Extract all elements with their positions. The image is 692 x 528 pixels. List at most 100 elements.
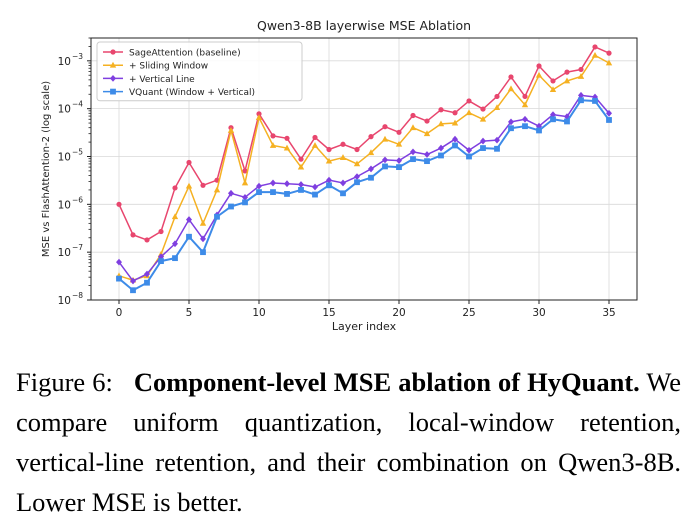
data-point-triangle [339,154,347,160]
data-point-square [424,158,430,165]
data-point-triangle [605,59,613,66]
data-point-square [578,97,584,104]
data-point-diamond [110,75,116,82]
data-point-triangle [423,130,431,137]
data-point-circle [396,129,402,135]
plot-frame [90,37,638,301]
data-point-diamond [200,235,206,243]
y-tick-exponent: −4 [72,100,83,109]
series-line [118,54,610,281]
data-point-square [508,125,514,132]
data-point-square [452,142,458,149]
x-tick-label: 25 [462,307,475,319]
data-point-square [298,187,304,193]
data-point-diamond [438,144,444,152]
data-point-diamond [494,136,500,144]
data-point-square [522,123,528,130]
data-point-circle [382,124,388,130]
data-point-square [396,164,402,171]
x-tick-label: 30 [532,307,545,319]
data-point-square [550,116,556,123]
y-tick-exponent: −3 [72,52,83,61]
caption-title: Component-level MSE ablation of HyQuant. [133,367,640,397]
data-point-diamond [410,148,416,156]
y-tick-exponent: −8 [72,291,83,300]
y-tick-label: 10 [58,247,71,259]
data-point-triangle [535,71,543,78]
data-point-square [172,255,178,262]
legend-label: + Sliding Window [129,62,208,72]
data-point-triangle [269,142,277,148]
data-point-triangle [213,186,221,193]
data-point-circle [564,69,570,75]
data-point-circle [110,49,116,55]
caption-text: We compare uniform quantization, local-w… [16,367,681,517]
data-point-square [494,145,500,152]
data-point-circle [480,106,486,112]
y-tick-label: 10 [58,295,71,307]
data-point-square [116,275,122,282]
data-point-square [340,190,346,197]
data-point-circle [158,228,164,235]
data-point-square [242,199,248,206]
data-point-triangle [227,127,235,133]
x-tick-label: 15 [322,307,335,319]
legend-label: SageAttention (baseline) [129,49,241,59]
data-point-diamond [480,137,486,145]
data-point-triangle [199,219,207,226]
x-axis-ticks: 0 5 10 15 20 25 30 35 [116,300,616,319]
data-point-square [326,182,332,189]
y-tick-exponent: −6 [72,195,83,204]
data-point-triangle [507,85,515,92]
data-point-circle [424,118,430,124]
series-square [116,97,612,294]
data-point-triangle [171,213,179,220]
y-axis-ticks: 10−810−710−610−510−410−3 [58,37,91,307]
data-point-triangle [311,142,319,148]
data-point-circle [116,201,122,207]
data-point-square [536,127,542,134]
data-point-square [110,88,116,95]
data-point-diamond [396,157,402,165]
data-point-diamond [368,165,374,173]
chart-title: Qwen3-8B layerwise MSE Ablation [257,18,471,33]
data-point-diamond [228,189,234,197]
data-point-circle [130,232,136,238]
data-point-diamond [550,111,556,119]
data-point-triangle [437,120,445,127]
figure-caption: Figure 6: Component-level MSE ablation o… [16,362,681,522]
legend-label: + Vertical Line [129,75,195,85]
data-point-triangle [241,179,249,186]
y-tick-label: 10 [58,199,71,211]
legend-frame [96,41,303,102]
y-axis-label: MSE vs FlashAttention-2 (log scale) [41,81,52,257]
data-point-square [256,189,262,196]
data-point-diamond [340,179,346,187]
x-axis-label: Layer index [332,320,397,333]
data-point-circle [410,112,416,119]
data-point-square [438,152,444,159]
data-point-diamond [522,115,528,123]
data-point-circle [242,168,248,174]
data-point-triangle [325,157,333,164]
y-tick-exponent: −5 [72,147,83,156]
data-point-diamond [298,181,304,188]
data-point-circle [592,44,598,50]
x-tick-label: 5 [186,307,193,319]
data-point-circle [508,74,514,80]
data-point-circle [368,134,374,140]
data-point-square [592,98,598,104]
data-point-diamond [508,118,514,126]
x-tick-label: 35 [602,307,615,319]
legend: SageAttention (baseline) + Sliding Window… [96,41,303,102]
data-point-diamond [424,151,430,158]
data-point-circle [536,63,542,69]
data-point-circle [186,159,192,166]
data-point-diamond [270,179,276,187]
y-tick-label: 10 [58,56,71,68]
data-point-diamond [606,109,612,117]
data-point-diamond [466,146,472,154]
data-point-circle [466,98,472,104]
data-point-triangle [297,163,305,170]
data-point-circle [270,133,276,139]
